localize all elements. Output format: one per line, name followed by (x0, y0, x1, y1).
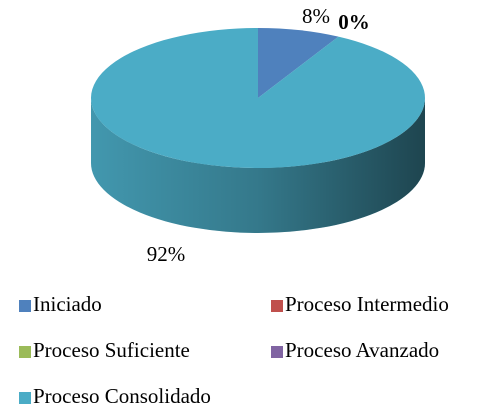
legend-label: Proceso Suficiente (33, 338, 190, 362)
legend-swatch (271, 346, 283, 358)
legend-label: Iniciado (33, 292, 102, 316)
data-label: 92% (147, 242, 186, 266)
pie-slice (90, 27, 425, 168)
pie-side-shade (91, 98, 425, 233)
data-label: 0% (338, 10, 370, 34)
legend-label: Proceso Consolidado (33, 384, 211, 408)
legend-swatch (19, 300, 31, 312)
legend-swatch (19, 392, 31, 404)
legend-label: Proceso Intermedio (285, 292, 449, 316)
legend-swatch (19, 346, 31, 358)
legend-swatch (271, 300, 283, 312)
pie-slice (258, 28, 339, 98)
data-label: 8% (302, 4, 330, 28)
legend-label: Proceso Avanzado (285, 338, 439, 362)
